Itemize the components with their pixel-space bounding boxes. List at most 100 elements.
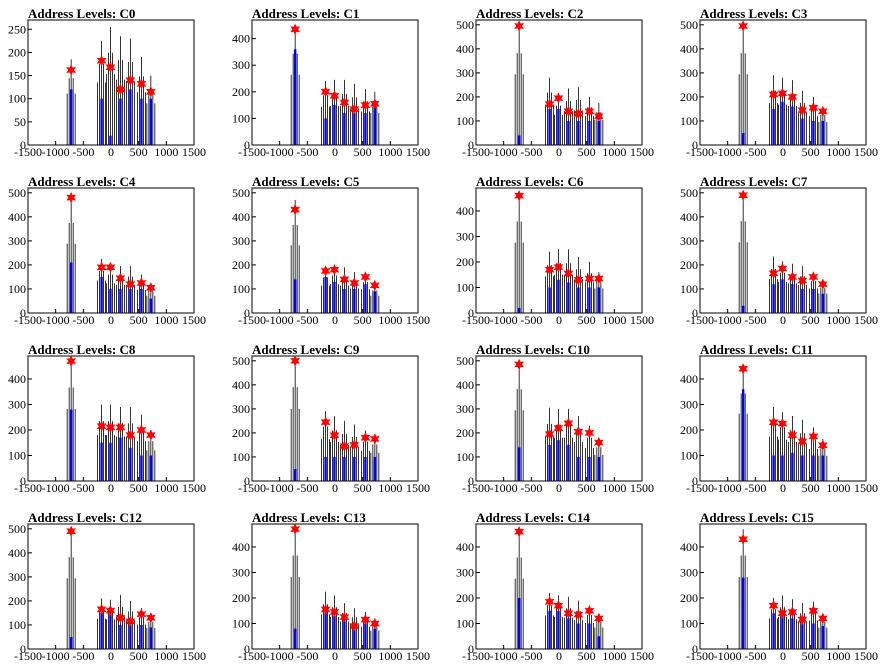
y-tick-label: 100	[8, 448, 26, 462]
bar	[791, 452, 794, 481]
peak-marker	[136, 277, 147, 289]
bar	[557, 279, 560, 313]
y-tick-label: 100	[8, 618, 26, 632]
x-tick-label: -1000	[266, 145, 294, 159]
bar	[812, 120, 815, 145]
peak-marker	[738, 189, 749, 202]
x-tick-label: 1000	[378, 313, 402, 327]
x-tick-label: -500	[744, 481, 766, 495]
bar-group	[116, 36, 125, 145]
bar	[821, 455, 825, 481]
bar-group	[564, 249, 573, 313]
peak-marker	[553, 599, 564, 612]
x-tick-label: 1000	[602, 145, 626, 159]
chart-title: Address Levels: C11	[700, 342, 814, 357]
bar-group	[809, 427, 818, 481]
chart-panel-13: -1500 -1000 -500 0 500 1000 1500 0 100 200 300 400 A…	[224, 504, 448, 672]
bar-group	[554, 408, 563, 481]
bar	[140, 455, 143, 481]
bar	[149, 98, 153, 145]
y-tick-label: 400	[680, 210, 698, 224]
x-tick-label: 1000	[826, 481, 850, 495]
peak-marker	[329, 263, 340, 276]
peak-marker	[797, 613, 808, 626]
bar-group	[514, 531, 524, 649]
bar	[353, 623, 356, 649]
peak-marker	[115, 272, 126, 284]
chart-svg-11: -1500 -1000 -500 0 500 1000 1500 0 100 200 300 400	[680, 355, 878, 495]
x-tick-label: -1500	[14, 145, 42, 159]
x-tick-label: -1500	[462, 649, 490, 663]
bar	[597, 636, 601, 649]
bar	[373, 628, 377, 649]
y-tick-label: 50	[14, 115, 26, 129]
x-tick-label: -1000	[490, 145, 518, 159]
peak-marker	[66, 64, 77, 76]
x-tick-label: -500	[72, 313, 94, 327]
x-tick-label: -1000	[42, 145, 70, 159]
x-tick-label: 500	[354, 145, 372, 159]
y-tick-label: 300	[680, 234, 698, 248]
bar	[373, 105, 377, 145]
peak-marker	[369, 433, 380, 445]
y-tick-label: 200	[232, 591, 250, 605]
chart-panel-7: -1500 -1000 -500 0 500 1000 1500 0 100 200 300 400 5…	[672, 168, 896, 336]
y-tick-label: 100	[680, 448, 698, 462]
x-tick-label: 1500	[406, 145, 430, 159]
y-tick-label: 0	[692, 474, 698, 488]
peak-marker	[320, 416, 331, 428]
bar	[149, 627, 153, 649]
bar	[821, 120, 825, 145]
y-tick-label: 0	[244, 306, 250, 320]
peak-marker	[544, 263, 555, 276]
bar-group	[514, 363, 524, 481]
bar-group	[106, 404, 115, 481]
bar-group	[340, 267, 349, 313]
bar	[324, 118, 327, 145]
peak-marker	[817, 439, 828, 452]
x-tick-label: -500	[744, 649, 766, 663]
x-tick-label: 1500	[182, 145, 206, 159]
y-tick-label: 200	[680, 591, 698, 605]
x-tick-label: 0	[108, 145, 114, 159]
bar-group	[545, 77, 554, 145]
x-tick-label: -1500	[14, 313, 42, 327]
y-tick-label: 300	[456, 229, 474, 243]
x-tick-label: -1500	[686, 313, 714, 327]
x-tick-label: -1000	[490, 313, 518, 327]
bar	[343, 288, 346, 313]
y-tick-label: 300	[8, 570, 26, 584]
bar	[129, 447, 132, 481]
bar	[597, 120, 601, 145]
bar	[597, 287, 601, 313]
bar	[109, 288, 112, 313]
peak-marker	[584, 105, 595, 118]
y-tick-label: 150	[8, 69, 26, 83]
bar-group	[514, 27, 524, 145]
y-tick-label: 500	[456, 18, 474, 32]
x-tick-label: 500	[802, 481, 820, 495]
peak-marker	[136, 424, 147, 436]
peak-marker	[514, 189, 525, 202]
x-tick-label: -1500	[686, 481, 714, 495]
bar-group	[106, 263, 115, 313]
x-tick-label: -1500	[462, 481, 490, 495]
x-tick-label: 0	[780, 481, 786, 495]
x-tick-label: 0	[556, 313, 562, 327]
bar-group	[66, 197, 76, 313]
peak-marker	[768, 88, 779, 101]
bar	[517, 447, 521, 481]
bar	[781, 101, 784, 145]
y-tick-label: 400	[8, 210, 26, 224]
bar	[791, 618, 794, 649]
bar-group	[125, 38, 135, 145]
chart-svg-2: -1500 -1000 -500 0 500 1000 1500 0 100 200 300 400 5…	[456, 18, 654, 159]
chart-svg-12: -1500 -1000 -500 0 500 1000 1500 0 100 200 300 400 5…	[8, 522, 206, 663]
x-tick-label: 0	[108, 313, 114, 327]
x-tick-label: -500	[296, 145, 318, 159]
bar	[100, 612, 103, 649]
y-tick-label: 400	[456, 540, 474, 554]
bar-group	[361, 430, 370, 481]
bar	[801, 623, 804, 649]
x-tick-label: -1500	[14, 481, 42, 495]
